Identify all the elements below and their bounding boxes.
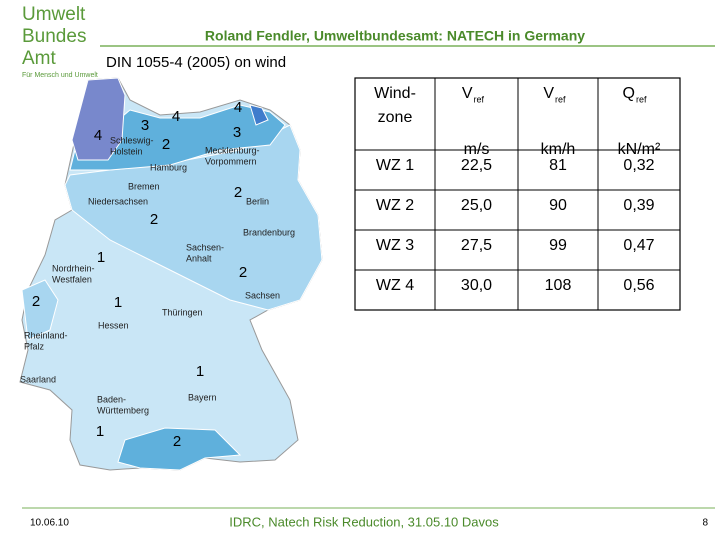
zone-number: 2 bbox=[162, 136, 170, 153]
region-name: Anhalt bbox=[186, 253, 212, 263]
table-cell: WZ 2 bbox=[376, 197, 414, 214]
zone-number: 3 bbox=[141, 117, 149, 134]
header-symbol: V bbox=[543, 85, 554, 102]
zone-number: 1 bbox=[114, 294, 122, 311]
header-label: Wind- bbox=[374, 85, 416, 102]
region-name: Baden- bbox=[97, 394, 126, 404]
table: Wind-zone V ref m/s V ref km/h Q ref kN/m² WZ 1 22,… bbox=[354, 77, 681, 311]
header-label: zone bbox=[378, 109, 413, 126]
region-name: Sachsen bbox=[245, 290, 280, 300]
table-cell: 30,0 bbox=[461, 277, 492, 294]
table-cell: 27,5 bbox=[461, 237, 492, 254]
region-name: Mecklenburg- bbox=[205, 145, 260, 155]
region-name: Thüringen bbox=[162, 307, 203, 317]
zone-number: 1 bbox=[96, 423, 104, 440]
region-name: Hamburg bbox=[150, 162, 187, 172]
region-name: Holstein bbox=[110, 146, 143, 156]
region-name: Schleswig- bbox=[110, 135, 154, 145]
map bbox=[19, 77, 323, 471]
zone-number: 3 bbox=[233, 124, 241, 141]
zone-2-south bbox=[117, 427, 242, 471]
zone-number: 2 bbox=[150, 211, 158, 228]
logo-tagline: Für Mensch und Umwelt bbox=[22, 72, 98, 79]
region-name: Pfalz bbox=[24, 341, 45, 351]
region-name: Berlin bbox=[246, 196, 269, 206]
region-name: Bayern bbox=[188, 392, 217, 402]
region-name: Niedersachsen bbox=[88, 196, 148, 206]
zone-4-east bbox=[249, 104, 269, 126]
table-cell: 0,39 bbox=[623, 197, 654, 214]
table-cell: 0,32 bbox=[623, 157, 654, 174]
zone-number: 4 bbox=[234, 99, 242, 116]
zone-4 bbox=[71, 77, 126, 161]
header-unit: m/s bbox=[464, 141, 490, 158]
table-cell: 25,0 bbox=[461, 197, 492, 214]
region-name: Hessen bbox=[98, 320, 129, 330]
footer-text: IDRC, Natech Risk Reduction, 31.05.10 Da… bbox=[229, 514, 499, 529]
logo: Umwelt Bundes Amt Für Mensch und Umwelt bbox=[22, 4, 98, 79]
table-cell: WZ 4 bbox=[376, 277, 414, 294]
header-subscript: ref bbox=[555, 94, 566, 104]
table-cell: 22,5 bbox=[461, 157, 492, 174]
zone-number: 1 bbox=[196, 363, 204, 380]
header-symbol: V bbox=[462, 85, 473, 102]
zone-2-west bbox=[21, 279, 59, 341]
header-unit: kN/m² bbox=[618, 141, 661, 158]
region-labels: Schleswig-Holstein Hamburg Mecklenburg-Vor… bbox=[20, 135, 295, 415]
zone-number: 4 bbox=[94, 127, 102, 144]
table-cell: 0,47 bbox=[623, 237, 654, 254]
zone-number: 1 bbox=[97, 249, 105, 266]
zone-number: 2 bbox=[173, 433, 181, 450]
header-subscript: ref bbox=[636, 94, 647, 104]
footer-page: 8 bbox=[702, 518, 708, 529]
zone-number: 2 bbox=[234, 184, 242, 201]
region-name: Vorpommern bbox=[205, 156, 257, 166]
region-name: Bremen bbox=[128, 181, 160, 191]
zone-number: 2 bbox=[32, 293, 40, 310]
region-name: Westfalen bbox=[52, 274, 92, 284]
table-cell: 81 bbox=[549, 157, 567, 174]
logo-line: Amt bbox=[22, 48, 57, 69]
region-name: Württemberg bbox=[97, 405, 149, 415]
table-cell: WZ 1 bbox=[376, 157, 414, 174]
region-name: Sachsen- bbox=[186, 242, 224, 252]
header-unit: km/h bbox=[541, 141, 576, 158]
zone-number: 4 bbox=[172, 108, 180, 125]
table-cell: 108 bbox=[545, 277, 572, 294]
table-cell: WZ 3 bbox=[376, 237, 414, 254]
logo-line: Umwelt bbox=[22, 4, 86, 25]
header-symbol: Q bbox=[623, 85, 635, 102]
table-cell: 99 bbox=[549, 237, 567, 254]
logo-line: Bundes bbox=[22, 26, 86, 47]
region-name: Nordrhein- bbox=[52, 263, 95, 273]
table-cell: 0,56 bbox=[623, 277, 654, 294]
header-title: Roland Fendler, Umweltbundesamt: NATECH … bbox=[205, 28, 585, 44]
footer-date: 10.06.10 bbox=[30, 518, 69, 529]
region-name: Brandenburg bbox=[243, 227, 295, 237]
zone-number: 2 bbox=[239, 264, 247, 281]
table-cell: 90 bbox=[549, 197, 567, 214]
region-name: Rheinland- bbox=[24, 330, 68, 340]
header-subscript: ref bbox=[474, 94, 485, 104]
region-name: Saarland bbox=[20, 374, 56, 384]
subtitle: DIN 1055-4 (2005) on wind bbox=[106, 54, 286, 71]
